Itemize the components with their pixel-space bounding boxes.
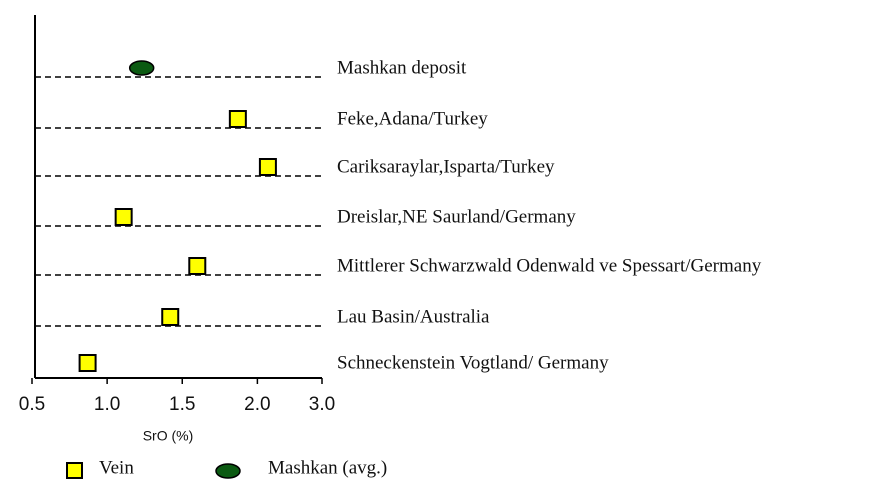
category-label: Cariksaraylar,Isparta/Turkey xyxy=(337,156,555,177)
legend-marker xyxy=(215,463,241,479)
category-label: Feke,Adana/Turkey xyxy=(337,108,488,129)
data-point xyxy=(78,354,97,372)
x-tick-label: 3.0 xyxy=(309,394,335,415)
category-label: Lau Basin/Australia xyxy=(337,306,490,327)
data-point xyxy=(188,257,207,275)
x-tick-label: 1.0 xyxy=(94,394,120,415)
category-label: Mittlerer Schwarzwald Odenwald ve Spessa… xyxy=(337,255,762,276)
legend-label: Vein xyxy=(99,457,134,478)
data-point xyxy=(161,308,180,326)
x-tick-label: 0.5 xyxy=(19,394,45,415)
data-point xyxy=(258,158,277,176)
data-point xyxy=(128,60,155,76)
category-label: Dreislar,NE Saurland/Germany xyxy=(337,206,576,227)
legend-marker xyxy=(66,462,83,479)
data-point xyxy=(114,208,133,226)
category-label: Mashkan deposit xyxy=(337,57,467,78)
legend-label: Mashkan (avg.) xyxy=(268,457,387,478)
category-label: Schneckenstein Vogtland/ Germany xyxy=(337,352,609,373)
x-tick-label: 1.5 xyxy=(169,394,195,415)
x-axis-title: SrO (%) xyxy=(143,428,194,444)
data-point xyxy=(228,110,247,128)
x-tick-label: 2.0 xyxy=(244,394,270,415)
